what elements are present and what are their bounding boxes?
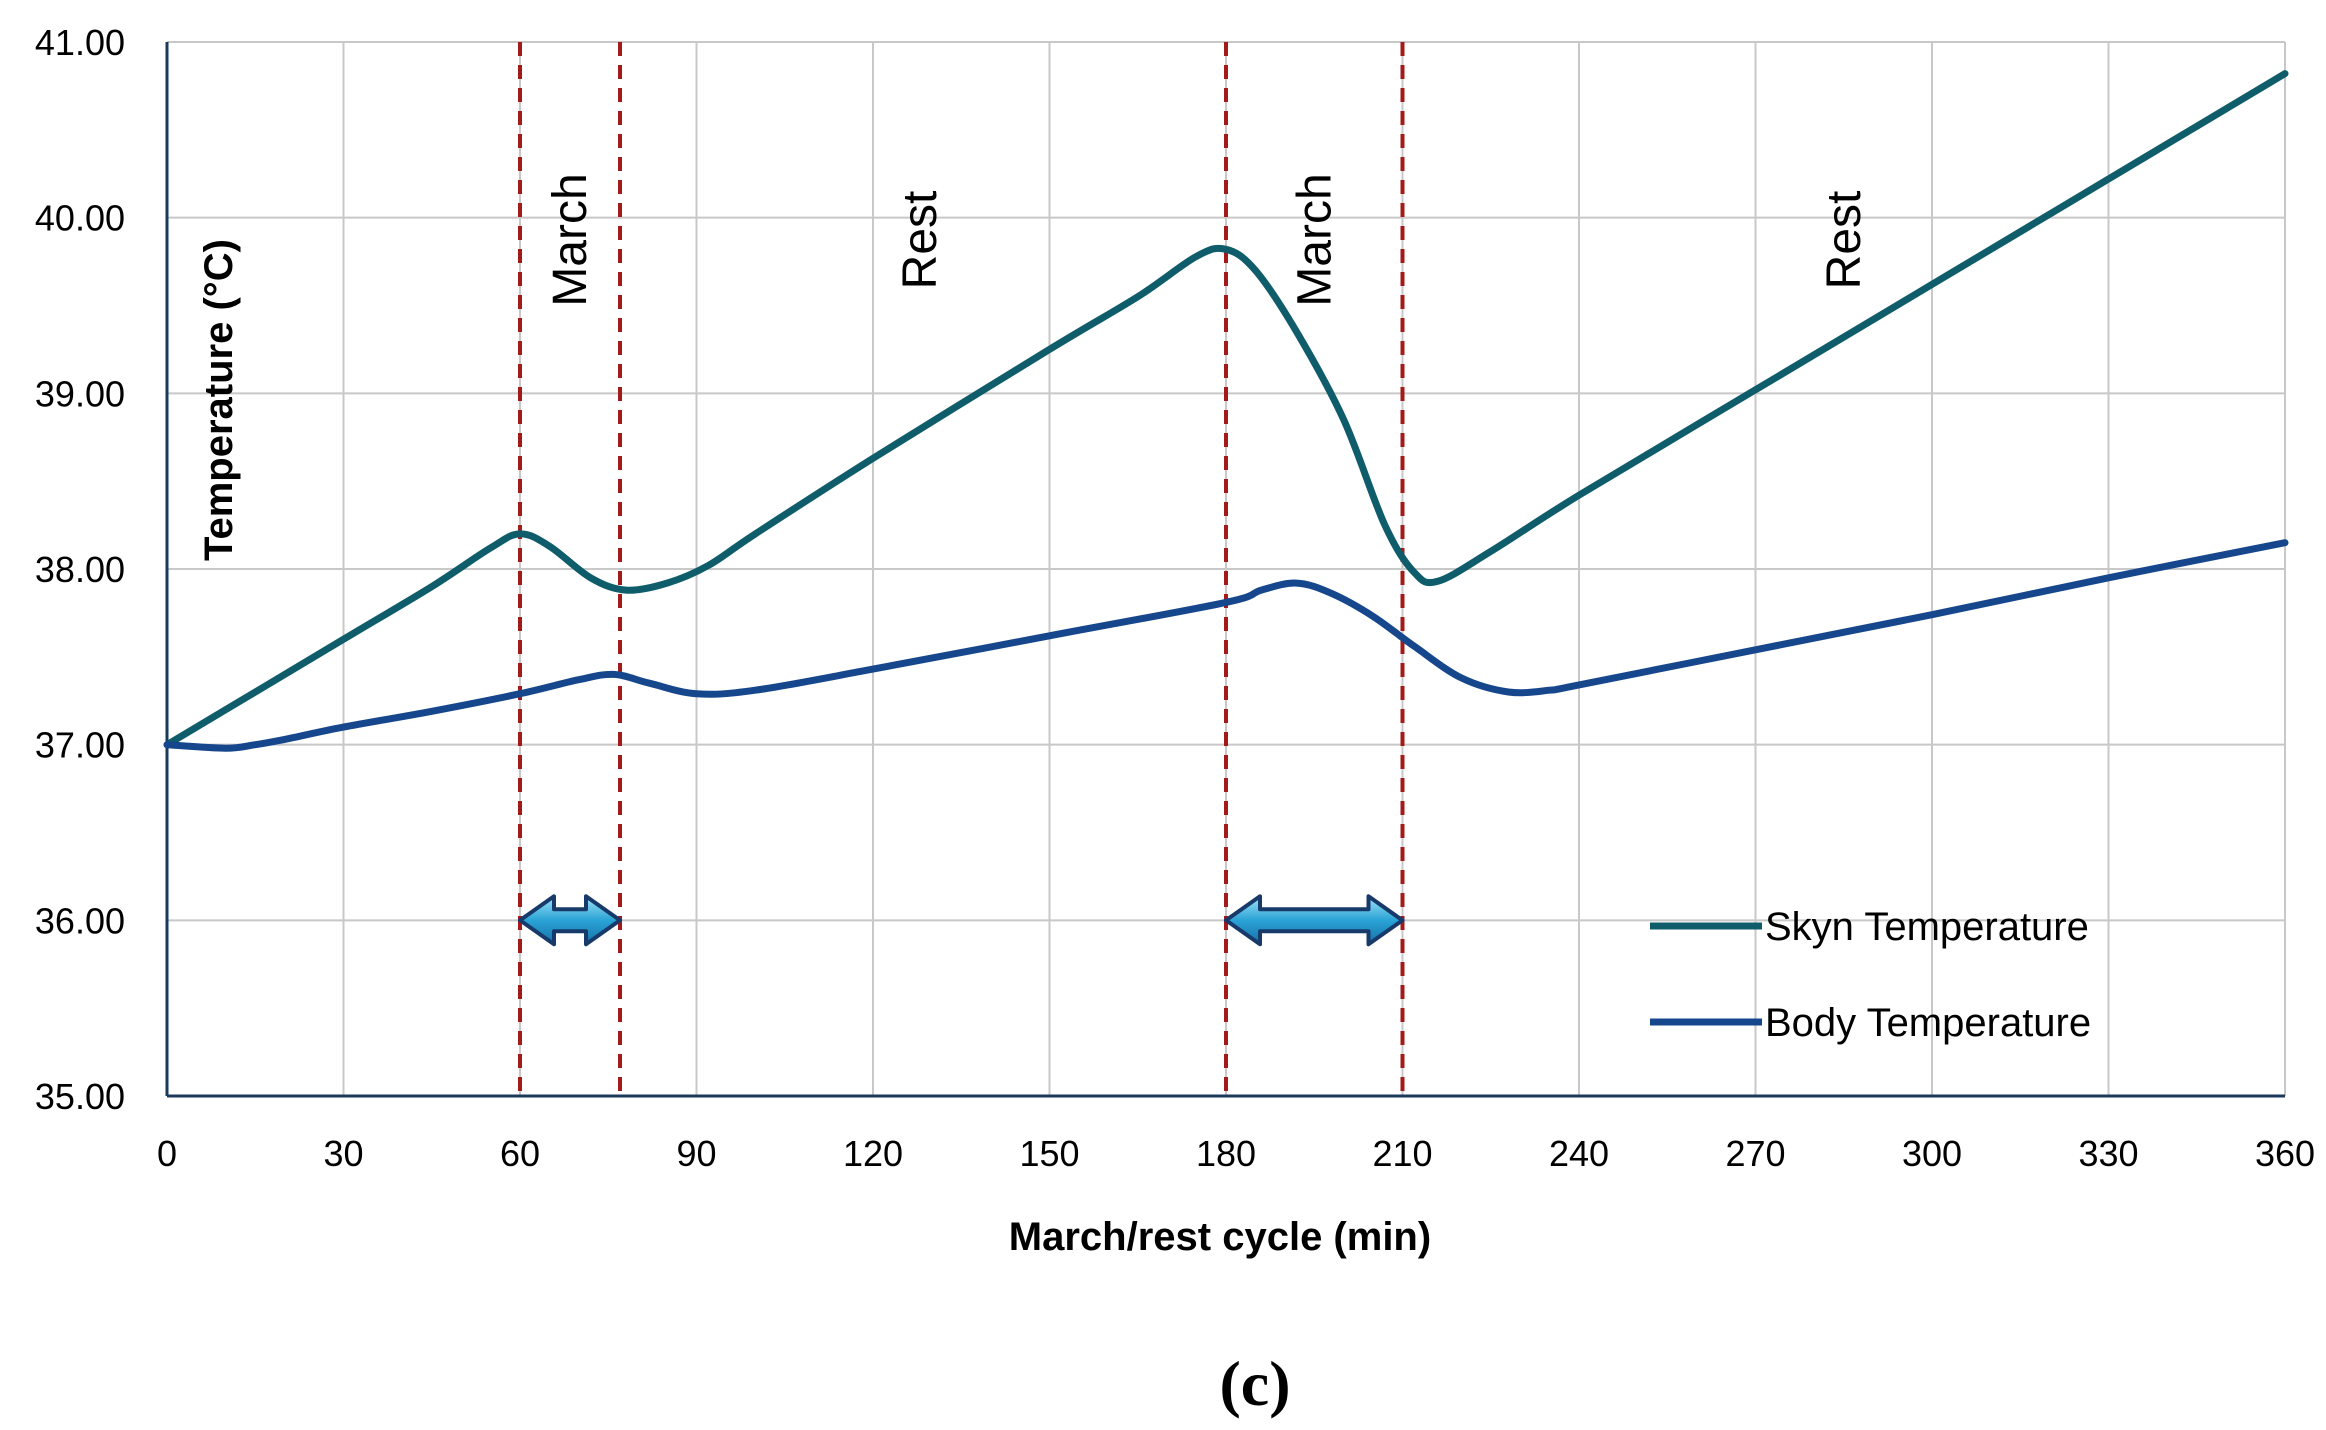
x-tick-label: 330 xyxy=(2078,1133,2138,1174)
x-tick-label: 360 xyxy=(2255,1133,2315,1174)
y-tick-label: 35.00 xyxy=(35,1076,125,1117)
legend-label-skyn: Skyn Temperature xyxy=(1765,905,2089,949)
x-tick-label: 90 xyxy=(676,1133,716,1174)
x-tick-label: 30 xyxy=(323,1133,363,1174)
duration-arrow xyxy=(1224,894,1405,947)
y-tick-label: 40.00 xyxy=(35,198,125,239)
x-tick-label: 240 xyxy=(1549,1133,1609,1174)
series-line-skyn-temperature xyxy=(163,70,2289,749)
x-tick-label: 300 xyxy=(1902,1133,1962,1174)
tick-labels: 0 30 60 90 120 150 180 210 240 270 300 330 360 35.00 3… xyxy=(35,22,2315,1174)
y-tick-label: 38.00 xyxy=(35,549,125,590)
duration-arrow xyxy=(518,894,622,947)
x-tick-label: 60 xyxy=(500,1133,540,1174)
data-series xyxy=(163,70,2289,752)
series-line-body-temperature xyxy=(163,539,2289,752)
y-tick-label: 36.00 xyxy=(35,900,125,941)
phase-label: March xyxy=(1288,173,1341,306)
phase-label: Rest xyxy=(894,191,947,290)
x-tick-label: 180 xyxy=(1196,1133,1256,1174)
duration-arrows xyxy=(518,894,1405,947)
y-axis-label: Temperature (°C) xyxy=(197,239,241,561)
y-tick-label: 39.00 xyxy=(35,373,125,414)
x-tick-label: 0 xyxy=(157,1133,177,1174)
x-tick-label: 270 xyxy=(1725,1133,1785,1174)
legend: Skyn Temperature Body Temperature xyxy=(1650,905,2091,1045)
y-tick-label: 37.00 xyxy=(35,725,125,766)
phase-label: Rest xyxy=(1818,191,1871,290)
legend-label-body: Body Temperature xyxy=(1765,1001,2091,1045)
phase-label: March xyxy=(544,173,597,306)
x-tick-label: 210 xyxy=(1372,1133,1432,1174)
figure-caption: (c) xyxy=(1219,1348,1290,1419)
x-tick-label: 150 xyxy=(1019,1133,1079,1174)
x-axis-label: March/rest cycle (min) xyxy=(1009,1215,1431,1259)
x-tick-label: 120 xyxy=(843,1133,903,1174)
axes xyxy=(165,42,2285,1098)
y-tick-label: 41.00 xyxy=(35,22,125,63)
